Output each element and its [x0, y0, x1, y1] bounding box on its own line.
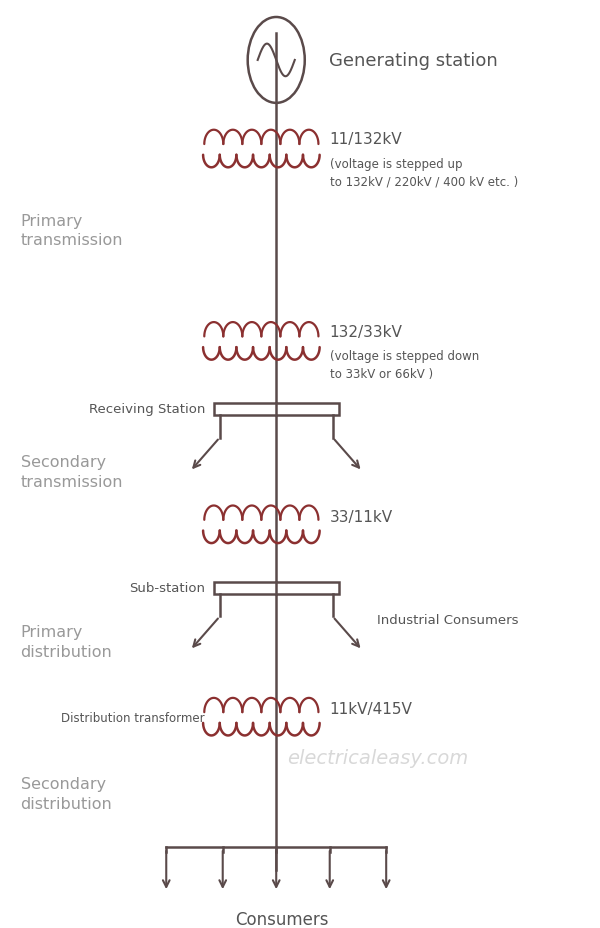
Text: Industrial Consumers: Industrial Consumers: [377, 613, 519, 626]
Text: (voltage is stepped down
to 33kV or 66kV ): (voltage is stepped down to 33kV or 66kV…: [330, 350, 479, 380]
Text: (voltage is stepped up
to 132kV / 220kV / 400 kV etc. ): (voltage is stepped up to 132kV / 220kV …: [330, 158, 518, 188]
Text: 11kV/415V: 11kV/415V: [330, 702, 413, 716]
Text: Receiving Station: Receiving Station: [89, 403, 205, 416]
Text: Sub-station: Sub-station: [129, 582, 205, 595]
Text: Distribution transformer: Distribution transformer: [61, 711, 205, 724]
Text: Generating station: Generating station: [329, 52, 497, 70]
Text: electricaleasy.com: electricaleasy.com: [287, 749, 468, 767]
Text: Secondary
distribution: Secondary distribution: [20, 777, 112, 811]
Text: 11/132kV: 11/132kV: [330, 132, 403, 147]
Text: Primary
distribution: Primary distribution: [20, 625, 112, 659]
Bar: [214, 582, 338, 595]
Text: Primary
transmission: Primary transmission: [20, 213, 123, 248]
Bar: [214, 403, 338, 416]
Text: Secondary
transmission: Secondary transmission: [20, 455, 123, 489]
Text: Consumers: Consumers: [235, 910, 329, 928]
Text: 132/33kV: 132/33kV: [330, 324, 403, 339]
Text: 33/11kV: 33/11kV: [330, 509, 393, 524]
